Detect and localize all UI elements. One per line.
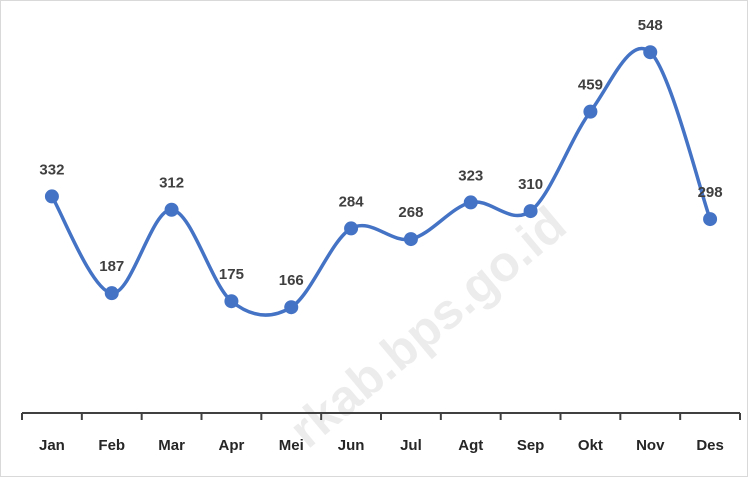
x-tick-label: Sep (517, 437, 545, 454)
x-tick-label: Okt (578, 437, 603, 454)
point (344, 221, 359, 236)
point (284, 300, 299, 315)
data-label: 166 (279, 272, 304, 289)
line (50, 46, 712, 317)
data-label: 298 (698, 184, 723, 201)
data-label: 268 (398, 204, 423, 221)
point (523, 204, 538, 219)
x-tick-label: Agt (458, 437, 483, 454)
x-tick-label: Nov (636, 437, 665, 454)
data-label: 187 (99, 258, 124, 275)
x-tick-label: Jan (39, 437, 65, 454)
data-label: 332 (39, 161, 64, 178)
x-tick-label: Des (696, 437, 724, 454)
x-tick-label: Mar (158, 437, 185, 454)
data-label: 548 (638, 17, 663, 34)
point (164, 202, 179, 217)
data-label: 310 (518, 176, 543, 193)
x-tick-label: Apr (218, 437, 244, 454)
point (703, 212, 718, 227)
point (224, 294, 239, 309)
point (104, 286, 119, 301)
data-label: 323 (458, 167, 483, 184)
x-tick-label: Feb (98, 437, 125, 454)
point (643, 45, 658, 60)
point (403, 232, 418, 247)
x-tick-label: Mei (279, 437, 304, 454)
point (463, 195, 478, 210)
data-label: 459 (578, 77, 603, 94)
x-tick-label: Jul (400, 437, 422, 454)
point (583, 104, 598, 119)
data-label: 175 (219, 266, 244, 283)
x-tick-label: Jun (338, 437, 365, 454)
data-label: 284 (339, 193, 365, 210)
data-label: 312 (159, 175, 184, 192)
point (44, 189, 59, 204)
